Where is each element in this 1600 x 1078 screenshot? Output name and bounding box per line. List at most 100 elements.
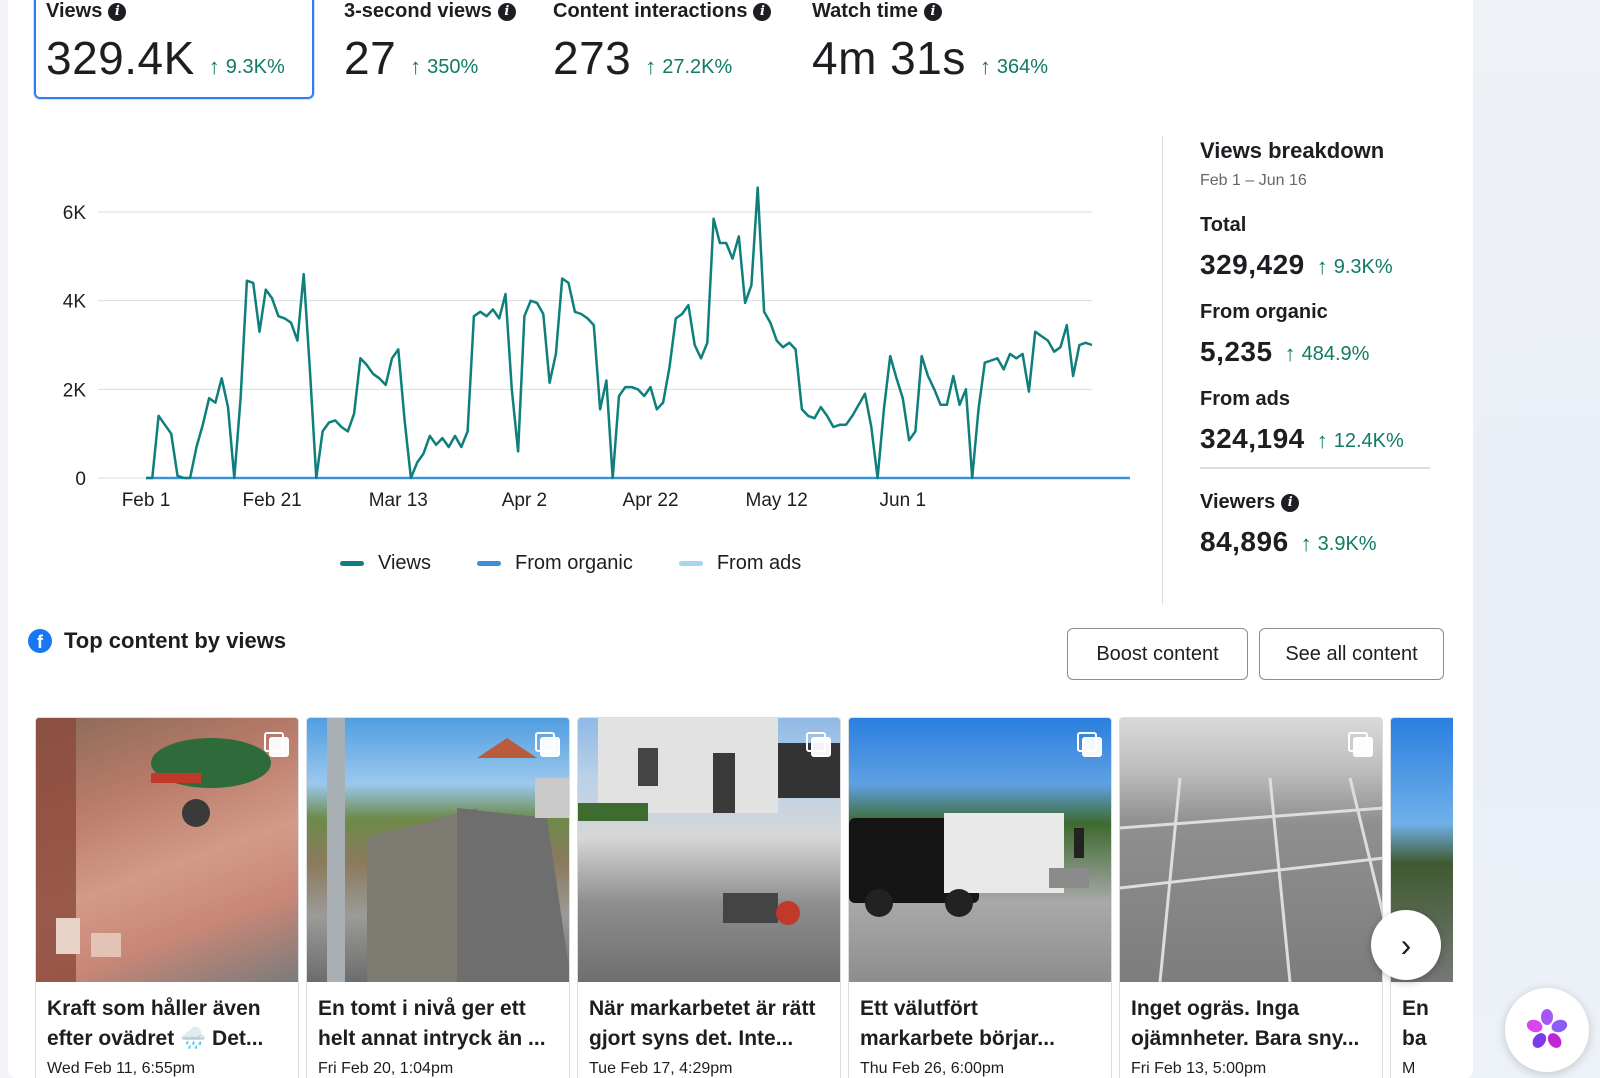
post-card[interactable]: Inget ogräs. Inga ojämnheter. Bara sny..… bbox=[1119, 717, 1383, 1078]
post-date: Fri Feb 13, 5:00pm bbox=[1131, 1060, 1267, 1077]
post-caption-line: Ett välutfört bbox=[860, 997, 978, 1020]
breakdown-viewers-value: 84,896 bbox=[1200, 526, 1289, 557]
breakdown-label: Viewers bbox=[1200, 491, 1276, 513]
post-date: Wed Feb 11, 6:55pm bbox=[47, 1060, 195, 1077]
legend-swatch bbox=[477, 561, 501, 566]
info-icon[interactable]: i bbox=[923, 2, 942, 21]
metric-3-second-views[interactable]: 3-second views i 27 ↑ 350% bbox=[344, 0, 544, 85]
top-content-header: f Top content by views bbox=[28, 628, 286, 654]
arrow-up-icon: ↑ bbox=[1316, 428, 1328, 453]
arrow-up-icon: ↑ bbox=[1284, 341, 1296, 366]
series-line-views[interactable] bbox=[146, 186, 1093, 480]
thumbnail-image bbox=[327, 718, 569, 982]
info-icon[interactable]: i bbox=[497, 2, 516, 21]
boost-content-button[interactable]: Boost content bbox=[1067, 628, 1248, 680]
assistant-button[interactable] bbox=[1505, 988, 1589, 1072]
metric-label: 3-second views bbox=[344, 0, 492, 22]
post-caption-line: En bbox=[1402, 997, 1429, 1020]
post-card[interactable]: Ett välutfört markarbete börjar... Thu F… bbox=[848, 717, 1112, 1078]
arrow-up-icon: ↑ bbox=[645, 54, 657, 79]
chevron-right-icon: › bbox=[1400, 926, 1412, 963]
breakdown-label: Total bbox=[1200, 214, 1247, 236]
x-tick-label: Feb 1 bbox=[122, 490, 171, 511]
thumbnail-image bbox=[36, 718, 271, 982]
metric-value: 329.4K bbox=[46, 32, 195, 84]
see-all-content-button[interactable]: See all content bbox=[1259, 628, 1444, 680]
thumbnail-image bbox=[849, 813, 1089, 917]
post-date: Thu Feb 26, 6:00pm bbox=[860, 1060, 1005, 1077]
x-tick-label: Jun 1 bbox=[880, 490, 926, 511]
multiple-photos-icon bbox=[806, 732, 831, 757]
metric-watch-time[interactable]: Watch time i 4m 31s ↑ 364% bbox=[812, 0, 1092, 85]
post-caption-line: ba bbox=[1402, 1027, 1427, 1050]
legend-item-organic[interactable]: From organic bbox=[477, 552, 633, 575]
post-card[interactable]: En tomt i nivå ger ett helt annat intryc… bbox=[306, 717, 570, 1078]
post-caption-line: Kraft som håller även bbox=[47, 997, 261, 1020]
post-thumbnail[interactable] bbox=[36, 718, 298, 982]
breakdown-delta: 484.9% bbox=[1301, 342, 1370, 365]
breakdown-organic-value: 5,235 bbox=[1200, 336, 1273, 367]
x-tick-label: Mar 13 bbox=[369, 490, 428, 511]
arrow-up-icon: ↑ bbox=[1316, 254, 1328, 279]
y-tick-label: 2K bbox=[63, 380, 87, 401]
post-caption-line: helt annat intryck än ... bbox=[318, 1027, 546, 1050]
breakdown-date-range: Feb 1 – Jun 16 bbox=[1200, 172, 1307, 189]
divider bbox=[1162, 136, 1163, 604]
multiple-photos-icon bbox=[264, 732, 289, 757]
metric-value: 273 bbox=[553, 32, 632, 84]
breakdown-separator bbox=[1200, 467, 1430, 469]
metric-label: Watch time bbox=[812, 0, 918, 22]
x-tick-label: Feb 21 bbox=[243, 490, 302, 511]
metric-delta: 350% bbox=[427, 55, 479, 78]
post-card[interactable]: En ba M bbox=[1390, 717, 1453, 1078]
metric-label: Content interactions bbox=[553, 0, 748, 22]
metric-label: Views bbox=[46, 0, 103, 22]
y-tick-label: 0 bbox=[75, 469, 86, 490]
post-caption-line: efter ovädret 🌧️ Det... bbox=[47, 1027, 264, 1050]
legend-item-views[interactable]: Views bbox=[340, 552, 431, 575]
arrow-up-icon: ↑ bbox=[410, 54, 422, 79]
post-date: Tue Feb 17, 4:29pm bbox=[589, 1060, 733, 1077]
legend-label: From organic bbox=[515, 552, 633, 574]
post-thumbnail[interactable] bbox=[849, 718, 1111, 982]
metric-content-interactions[interactable]: Content interactions i 273 ↑ 27.2K% bbox=[553, 0, 793, 85]
carousel-next-button[interactable]: › bbox=[1371, 910, 1441, 980]
breakdown-delta: 12.4K% bbox=[1333, 429, 1404, 452]
legend-item-ads[interactable]: From ads bbox=[678, 552, 801, 575]
thumbnail-image bbox=[578, 718, 840, 925]
metric-value: 4m 31s bbox=[812, 32, 966, 84]
side-background bbox=[1473, 0, 1600, 1078]
post-thumbnail[interactable] bbox=[1120, 718, 1382, 982]
arrow-up-icon: ↑ bbox=[979, 54, 991, 79]
views-breakdown: Views breakdown Feb 1 – Jun 16 Total 329… bbox=[1200, 138, 1440, 558]
multiple-photos-icon bbox=[1077, 732, 1102, 757]
info-icon[interactable]: i bbox=[753, 2, 772, 21]
arrow-up-icon: ↑ bbox=[1300, 531, 1312, 556]
breakdown-label: From ads bbox=[1200, 388, 1291, 410]
post-caption-line: När markarbetet är rätt bbox=[589, 997, 816, 1020]
metric-value: 27 bbox=[344, 32, 397, 84]
x-tick-label: May 12 bbox=[746, 490, 808, 511]
metric-views[interactable]: Views i 329.4K ↑ 9.3K% bbox=[34, 0, 314, 99]
post-caption-line: En tomt i nivå ger ett bbox=[318, 997, 526, 1020]
breakdown-title: Views breakdown bbox=[1200, 138, 1385, 163]
legend-swatch bbox=[340, 561, 364, 566]
x-tick-label: Apr 22 bbox=[623, 490, 679, 511]
x-tick-label: Apr 2 bbox=[502, 490, 547, 511]
breakdown-delta: 9.3K% bbox=[1333, 255, 1393, 278]
post-caption-line: ojämnheter. Bara sny... bbox=[1131, 1027, 1360, 1050]
metric-delta: 364% bbox=[996, 55, 1049, 78]
post-card[interactable]: När markarbetet är rätt gjort syns det. … bbox=[577, 717, 841, 1078]
info-icon[interactable]: i bbox=[1281, 493, 1300, 512]
post-date: Fri Feb 20, 1:04pm bbox=[318, 1060, 454, 1077]
post-thumbnail[interactable] bbox=[578, 718, 840, 982]
post-thumbnail[interactable] bbox=[307, 718, 569, 982]
legend-swatch bbox=[678, 561, 703, 566]
legend-label: Views bbox=[378, 552, 431, 574]
breakdown-delta: 3.9K% bbox=[1317, 532, 1377, 555]
top-content-title: Top content by views bbox=[64, 628, 287, 653]
info-icon[interactable]: i bbox=[108, 2, 127, 21]
top-content-carousel: Kraft som håller även efter ovädret 🌧️ D… bbox=[35, 717, 1453, 1078]
post-card[interactable]: Kraft som håller även efter ovädret 🌧️ D… bbox=[35, 717, 299, 1078]
views-line-chart: 6K 4K 2K 0 Feb 1 Feb 21 Mar 13 Apr 2 Apr 22 May 1… bbox=[63, 186, 1130, 511]
